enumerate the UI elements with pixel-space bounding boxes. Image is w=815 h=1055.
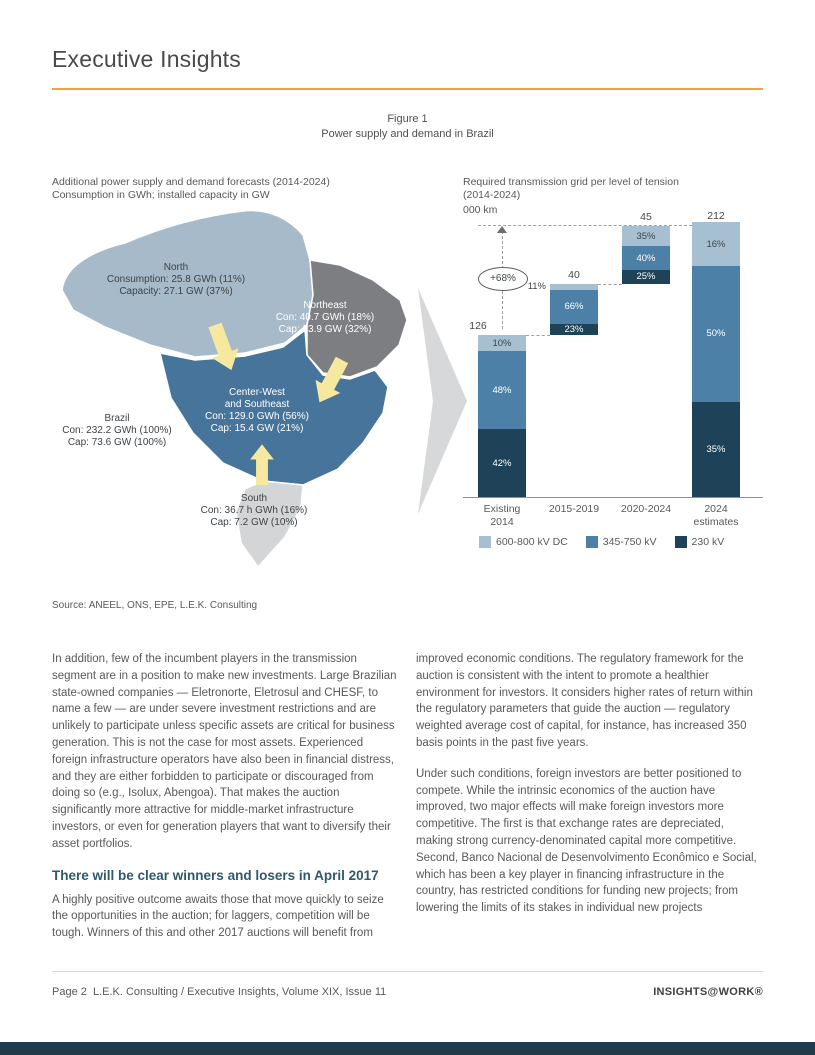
dashed-connector bbox=[478, 225, 692, 226]
bar-total-label: 40 bbox=[568, 269, 580, 282]
bar-segment: 48% bbox=[478, 351, 526, 430]
legend-label: 230 kV bbox=[691, 536, 725, 548]
map-region-south bbox=[235, 480, 304, 569]
chart-unit-label: 000 km bbox=[463, 204, 498, 216]
map-label-brazil-total: Brazil Con: 232.2 GWh (100%) Cap: 73.6 G… bbox=[62, 413, 172, 448]
bar-total-label: 212 bbox=[707, 210, 725, 222]
bar-total-label: 126 bbox=[469, 320, 487, 333]
figure-header: Figure 1 Power supply and demand in Braz… bbox=[0, 112, 815, 142]
chart-bar: 42% 48% 10% bbox=[478, 335, 526, 497]
body-column-right: improved economic conditions. The regula… bbox=[416, 651, 764, 931]
chart-bar: 35% 50% 16% bbox=[692, 222, 740, 497]
title-divider bbox=[52, 88, 763, 90]
chart-bar: 23% 66% bbox=[550, 284, 598, 336]
map-label-northeast: Northeast Con: 40.7 GWh (18%) Cap: 23.9 … bbox=[275, 300, 375, 335]
axis-category-label: Existing 2014 bbox=[483, 503, 521, 528]
segment-external-label: 11% bbox=[527, 280, 546, 292]
arrow-north-to-center-icon bbox=[208, 322, 239, 371]
section-heading: There will be clear winners and losers i… bbox=[52, 867, 379, 883]
body-paragraph: Under such conditions, foreign investors… bbox=[416, 767, 757, 915]
map-label-north: North Consumption: 25.8 GWh (11%) Capaci… bbox=[106, 262, 246, 297]
figure-label: Figure 1 bbox=[387, 113, 428, 125]
chart-plot-area: 42% 48% 10% 126 Existing 2014 11% 23% 66% 40 2015… bbox=[463, 176, 768, 576]
brazil-map bbox=[61, 209, 408, 569]
bar-segment: 40% bbox=[622, 246, 670, 270]
bar-segment: 16% bbox=[692, 222, 740, 266]
chart-bar: 25% 40% 35% bbox=[622, 226, 670, 284]
body-paragraph: A highly positive outcome awaits those t… bbox=[52, 893, 384, 940]
bar-segment: 10% bbox=[478, 335, 526, 352]
legend-item: 345-750 kV bbox=[585, 536, 657, 548]
figure-title: Power supply and demand in Brazil bbox=[321, 128, 494, 140]
legend-label: 600-800 kV DC bbox=[496, 536, 568, 548]
growth-arrow-head bbox=[497, 226, 507, 233]
bar-segment: 35% bbox=[622, 226, 670, 247]
page-title: Executive Insights bbox=[52, 46, 241, 72]
footer-page-info: Page 2 L.E.K. Consulting / Executive Ins… bbox=[52, 986, 387, 998]
transmission-chart: Required transmission grid per level of … bbox=[463, 176, 768, 576]
transition-arrow-icon bbox=[418, 288, 467, 514]
chart-title: Required transmission grid per level of … bbox=[463, 176, 679, 201]
bar-segment: 66% bbox=[550, 289, 598, 324]
bar-segment: 23% bbox=[550, 323, 598, 336]
legend-item: 600-800 kV DC bbox=[479, 536, 568, 548]
legend-swatch-icon bbox=[479, 536, 491, 548]
legend-item: 230 kV bbox=[674, 536, 725, 548]
source-note: Source: ANEEL, ONS, EPE, L.E.K. Consulti… bbox=[52, 600, 258, 611]
dashed-connector bbox=[526, 335, 550, 337]
body-paragraph: improved economic conditions. The regula… bbox=[416, 653, 753, 749]
x-axis-line bbox=[463, 497, 763, 498]
map-label-south: South Con: 36.7 h GWh (16%) Cap: 7.2 GW … bbox=[200, 493, 308, 528]
body-column-left: In addition, few of the incumbent player… bbox=[52, 651, 398, 956]
arrow-northeast-to-center-icon bbox=[315, 356, 349, 403]
body-paragraph: In addition, few of the incumbent player… bbox=[52, 653, 397, 850]
axis-category-label: 2024 estimates bbox=[693, 503, 739, 528]
map-label-center-southeast: Center-West and Southeast Con: 129.0 GWh… bbox=[205, 387, 309, 434]
map-region-northeast bbox=[306, 259, 408, 378]
footer-bar bbox=[0, 1042, 815, 1055]
bar-segment: 42% bbox=[478, 429, 526, 497]
legend-swatch-icon bbox=[585, 536, 598, 548]
bar-total-label: 45 bbox=[640, 211, 652, 224]
axis-category-label: 2015-2019 bbox=[548, 503, 600, 515]
map-region-center-southeast bbox=[158, 328, 389, 486]
footer-brand: INSIGHTS@WORK® bbox=[653, 986, 763, 998]
legend-swatch-icon bbox=[674, 536, 687, 548]
bar-segment: 35% bbox=[692, 401, 740, 497]
axis-category-label: 2020-2024 bbox=[620, 503, 672, 515]
growth-annotation: +68% bbox=[478, 266, 528, 291]
bar-segment bbox=[550, 284, 598, 290]
bar-segment: 25% bbox=[622, 269, 670, 284]
bar-segment: 50% bbox=[692, 265, 740, 402]
footer-divider bbox=[52, 971, 763, 972]
map-caption: Additional power supply and demand forec… bbox=[52, 176, 330, 201]
chart-legend: 600-800 kV DC 345-750 kV 230 kV bbox=[479, 536, 724, 548]
legend-label: 345-750 kV bbox=[602, 536, 657, 548]
dashed-connector bbox=[598, 284, 622, 286]
